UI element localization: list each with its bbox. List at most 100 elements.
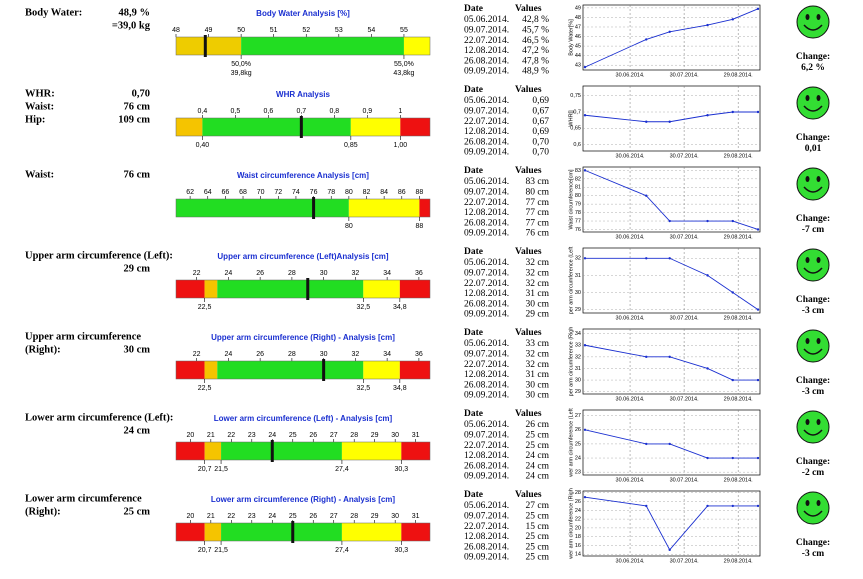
chart-ytick-label: 44 — [575, 53, 581, 59]
chart-xtick-label: 30.06.2014. — [616, 153, 646, 159]
zone — [403, 37, 430, 55]
change-value: -3 cm — [802, 387, 825, 397]
bar-tick-label: 32 — [351, 351, 359, 358]
smiley — [796, 491, 830, 525]
field-value: 76 cm — [123, 101, 150, 112]
chart-ylabel: per arm circumference (Righ — [568, 327, 574, 397]
bar-tick-label: 24 — [224, 270, 232, 277]
bar-tick-label: 54 — [367, 27, 375, 34]
chart-point — [583, 114, 587, 117]
chart-frame — [582, 328, 761, 395]
marker — [270, 440, 274, 462]
smiley-eye — [816, 257, 821, 263]
chart-point — [731, 378, 734, 382]
chart-ytick-label: 18 — [575, 534, 581, 540]
chart-ytick-label: 27 — [575, 413, 581, 419]
smiley-eye — [816, 500, 821, 506]
table-value: 46,5 % — [522, 36, 549, 46]
zone — [348, 199, 420, 217]
field-label: Upper arm circumference — [25, 331, 141, 342]
table-value: 33 cm — [526, 339, 550, 349]
chart-ytick-label: 0,65 — [570, 126, 581, 132]
table-date: 12.08.2014. — [464, 127, 509, 137]
chart-point — [668, 120, 671, 123]
bar-tick-label: 26 — [256, 270, 264, 277]
bar-tick-label: 64 — [204, 189, 212, 196]
zone — [241, 37, 404, 55]
table-date: 26.08.2014. — [464, 380, 509, 390]
chart-xtick-label: 30.07.2014. — [670, 153, 700, 159]
bar-tick-label: 21 — [207, 432, 215, 439]
smiley-mouth — [803, 105, 823, 112]
chart-ylabel: Waist circumference[cm] — [568, 169, 574, 229]
field-value: 24 cm — [123, 425, 150, 436]
bar-outline — [175, 279, 431, 299]
table-value: 31 cm — [526, 370, 550, 380]
chart-ytick-label: 0,6 — [573, 142, 581, 148]
table-date: 09.09.2014. — [464, 148, 509, 158]
chart-line — [584, 8, 759, 68]
zone — [204, 442, 222, 460]
chart-ytick-label: 83 — [575, 168, 581, 174]
table-header: Values — [515, 247, 542, 257]
chart-ytick-label: 29 — [575, 389, 581, 395]
smiley-eye — [816, 419, 821, 425]
field-value: 30 cm — [123, 344, 150, 355]
bar-tick-label: 36 — [415, 351, 423, 358]
bar-tick-label: 62 — [186, 189, 194, 196]
limit-label: 80 — [345, 223, 353, 230]
field-value: 76 cm — [123, 169, 150, 180]
limit-label: 30,3 — [395, 466, 409, 473]
table-date: 26.08.2014. — [464, 137, 509, 147]
chart-point — [756, 456, 760, 460]
zone — [176, 118, 203, 136]
bar-tick-label: 24 — [268, 513, 276, 520]
bar-tick-label: 0,9 — [362, 108, 372, 115]
chart-point — [645, 257, 648, 260]
table-date: 09.09.2014. — [464, 310, 509, 320]
table-value: 0,69 — [532, 96, 549, 106]
smiley-mouth — [803, 186, 823, 193]
chart-ytick-label: 26 — [575, 427, 581, 433]
bar-tick-label: 29 — [371, 513, 379, 520]
bar-tick-label: 22 — [193, 270, 201, 277]
smiley-eye — [805, 500, 810, 506]
chart-ytick-label: 49 — [575, 5, 581, 11]
chart-ytick-label: 76 — [575, 227, 581, 233]
table-header: Date — [464, 85, 483, 95]
table-header: Values — [515, 409, 542, 419]
chart-ytick-label: 45 — [575, 44, 581, 50]
change-label: Change: — [796, 295, 830, 305]
field-value: 48,9 % — [119, 7, 151, 18]
smiley-mouth — [803, 429, 823, 436]
table-value: 80 cm — [526, 187, 550, 197]
bar-tick-label: 23 — [248, 513, 256, 520]
chart-line — [584, 344, 758, 381]
table-date: 09.07.2014. — [464, 511, 509, 521]
chart-point — [668, 355, 671, 359]
zone — [204, 280, 218, 298]
smiley — [796, 86, 830, 120]
zone — [217, 280, 364, 298]
table-date: 22.07.2014. — [464, 198, 509, 208]
chart-point — [756, 7, 760, 11]
chart-line — [584, 496, 758, 551]
chart-point — [668, 548, 671, 552]
chart-ytick-label: 43 — [575, 63, 581, 69]
field-label: Upper arm circumference (Left): — [25, 250, 173, 261]
bar-tick-label: 50 — [237, 27, 245, 34]
bar-tick-label: 1 — [398, 108, 402, 115]
bar-tick-label: 0,5 — [231, 108, 241, 115]
table-header: Date — [464, 490, 483, 500]
bar-tick-label: 74 — [292, 189, 300, 196]
table-date: 05.06.2014. — [464, 339, 509, 349]
marker — [322, 359, 326, 381]
zone — [350, 118, 401, 136]
chart-ytick-label: 16 — [575, 543, 581, 549]
chart-point — [731, 291, 734, 294]
chart-point — [756, 504, 760, 508]
chart-xtick-label: 30.06.2014. — [616, 315, 646, 321]
zone — [204, 361, 218, 379]
table-value: 29 cm — [526, 310, 550, 320]
chart-ytick-label: 26 — [575, 499, 581, 505]
